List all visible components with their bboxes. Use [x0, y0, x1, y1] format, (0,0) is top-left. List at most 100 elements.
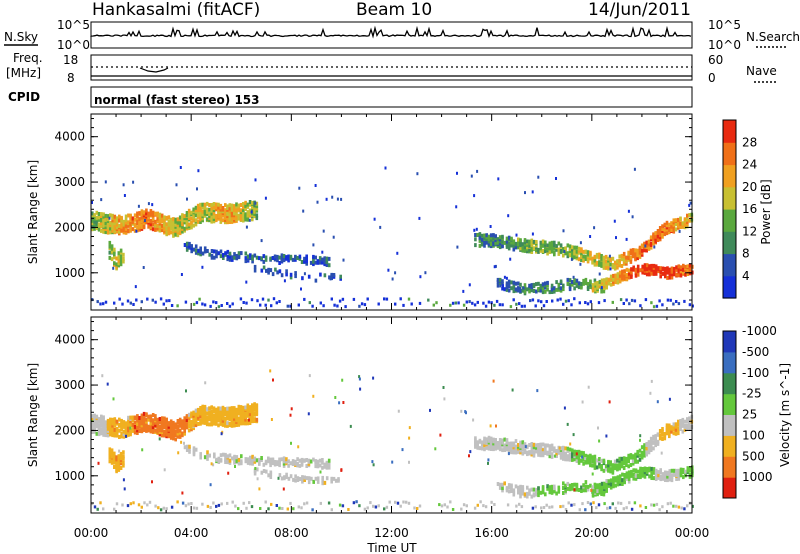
velocity-echo-cell [255, 403, 259, 408]
velocity-echo-cell [188, 444, 191, 449]
power-clutter-cell [666, 298, 670, 302]
power-echo-cell [122, 219, 126, 224]
power-echo-cell [118, 229, 121, 234]
velocity-echo-cell [609, 462, 612, 467]
power-echo-cell [616, 259, 619, 264]
velocity-echo-cell [539, 450, 543, 455]
velocity-echo-cell [160, 416, 164, 421]
power-echo-cell [666, 270, 669, 275]
power-speck [321, 250, 324, 254]
power-echo-cell [185, 219, 189, 224]
power-echo-cell [115, 222, 119, 227]
power-echo-cell [632, 265, 635, 270]
velocity-echo-cell [654, 434, 657, 439]
velocity-echo-cell [122, 432, 126, 437]
power-echo-cell [231, 255, 234, 260]
power-echo-cell [133, 222, 137, 227]
power-echo-cell [505, 281, 509, 286]
power-echo-cell [129, 225, 132, 230]
velocity-echo-cell [605, 482, 608, 487]
power-echo-cell [661, 227, 664, 232]
velocity-clutter-cell [644, 506, 648, 509]
power-echo-cell [688, 267, 692, 272]
power-clutter-cell [176, 304, 179, 308]
power-echo-cell [616, 272, 620, 277]
velocity-echo-cell [620, 462, 624, 467]
velocity-echo-cell [321, 475, 324, 480]
velocity-echo-cell [586, 459, 590, 464]
power-echo-cell [244, 259, 248, 264]
power-echo-cell [539, 248, 543, 253]
velocity-echo-cell [149, 425, 153, 430]
velocity-echo-cell [641, 473, 644, 478]
power-echo-cell [300, 260, 304, 264]
power-echo-cell [104, 213, 108, 218]
power-echo-cell [487, 242, 491, 247]
power-echo-cell [230, 216, 234, 221]
power-echo-cell [640, 248, 644, 253]
velocity-speck [372, 376, 375, 380]
power-echo-cell [532, 239, 536, 244]
power-echo-cell [614, 276, 617, 281]
velocity-echo-cell [514, 444, 518, 449]
power-echo-cell [172, 225, 175, 230]
velocity-echo-cell [528, 491, 531, 496]
power-echo-cell [208, 252, 211, 257]
power-echo-cell [575, 283, 579, 288]
velocity-echo-cell [127, 415, 130, 420]
velocity-echo-cell [122, 450, 125, 455]
power-echo-cell [586, 287, 590, 291]
power-echo-cell [160, 228, 164, 233]
power-echo-cell [127, 220, 130, 225]
velocity-clutter-cell [443, 503, 446, 507]
velocity-speck [581, 455, 584, 459]
velocity-speck [307, 412, 310, 416]
velocity-echo-cell [151, 428, 155, 433]
velocity-echo-cell [580, 489, 583, 493]
power-echo-cell [203, 246, 207, 251]
velocity-data-layer [91, 369, 694, 512]
power-echo-cell [568, 244, 572, 249]
power-echo-cell [539, 283, 543, 288]
velocity-echo-cell [625, 456, 628, 461]
power-clutter-cell [198, 297, 201, 301]
velocity-clutter-cell [446, 505, 449, 509]
power-echo-cell [172, 228, 175, 233]
power-echo-cell [512, 285, 516, 290]
power-speck [245, 225, 248, 229]
velocity-echo-cell [675, 468, 678, 473]
power-clutter-cell [203, 303, 207, 307]
velocity-echo-cell [498, 447, 502, 452]
velocity-echo-cell [568, 483, 572, 488]
velocity-echo-cell [251, 403, 254, 408]
power-echo-cell [519, 282, 522, 287]
power-echo-cell [510, 236, 513, 241]
power-clutter-cell [217, 305, 221, 309]
velocity-speck [342, 401, 345, 404]
power-echo-cell [102, 220, 105, 225]
power-clutter-cell [427, 298, 430, 302]
velocity-echo-cell [280, 476, 284, 481]
power-echo-cell [541, 290, 545, 295]
power-clutter-cell [473, 303, 477, 307]
power-echo-cell [208, 214, 211, 219]
power-clutter-cell [449, 303, 452, 307]
power-echo-cell [117, 258, 121, 263]
power-echo-cell [154, 223, 157, 228]
velocity-echo-cell [598, 464, 601, 469]
velocity-speck [290, 407, 293, 411]
velocity-echo-cell [156, 429, 159, 434]
velocity-echo-cell [301, 479, 304, 484]
power-echo-cell [201, 205, 204, 210]
velocity-echo-cell [686, 417, 689, 422]
power-echo-cell [251, 205, 254, 210]
velocity-echo-cell [638, 448, 642, 453]
power-echo-cell [573, 245, 576, 250]
velocity-echo-cell [106, 426, 110, 431]
velocity-echo-cell [553, 446, 556, 451]
power-echo-cell [192, 247, 196, 252]
power-echo-cell [654, 267, 658, 272]
velocity-echo-cell [187, 419, 191, 424]
velocity-echo-cell [131, 417, 135, 422]
power-clutter-cell [113, 301, 116, 305]
